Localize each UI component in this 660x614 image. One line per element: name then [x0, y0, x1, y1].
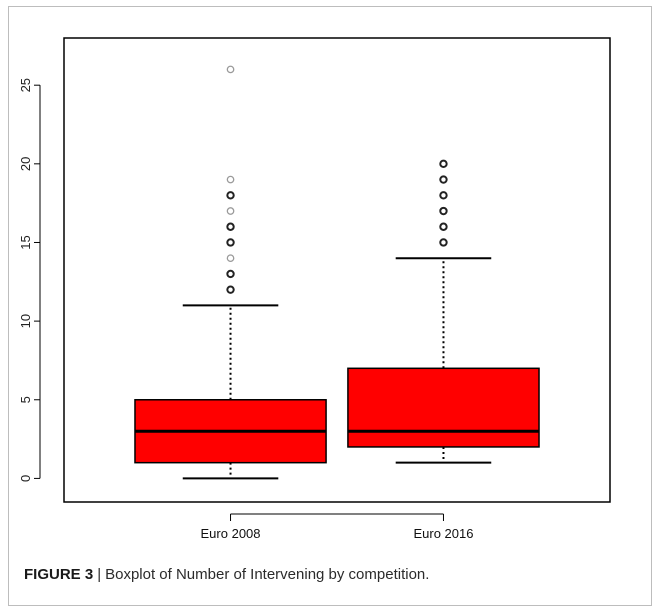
outlier-point: [226, 191, 235, 200]
outlier-point: [439, 159, 448, 169]
box-2: [347, 159, 540, 464]
plot-border: [63, 37, 611, 503]
caption-label: FIGURE 3: [24, 566, 94, 583]
outlier-point: [439, 238, 448, 247]
y-tick-label: 25: [18, 78, 33, 92]
boxplot-chart: 0 5 10 15 20 25 Euro 2008 Euro 2016: [18, 37, 611, 541]
outlier-point: [439, 206, 448, 216]
y-tick-label: 15: [18, 235, 33, 249]
boxes-group: [134, 65, 540, 480]
outlier-point: [226, 222, 235, 231]
outlier-point: [226, 254, 235, 263]
outlier-point: [226, 285, 235, 294]
iqr-box: [347, 367, 540, 448]
figure-frame: [8, 6, 652, 606]
outlier-point: [439, 222, 448, 231]
x-tick-label: Euro 2008: [201, 526, 261, 541]
y-tick-label: 20: [18, 157, 33, 171]
y-tick-label: 10: [18, 314, 33, 328]
box-1: [134, 65, 327, 480]
caption-separator: |: [97, 566, 102, 583]
outlier-point: [439, 191, 448, 200]
y-tick-label: 0: [18, 475, 33, 482]
y-tick-label: 5: [18, 396, 33, 403]
outlier-point: [226, 269, 235, 279]
x-tick-label: Euro 2016: [413, 526, 473, 541]
outlier-point: [439, 175, 448, 184]
outlier-point: [226, 238, 235, 247]
y-axis-ticks: 0 5 10 15 20 25: [18, 78, 40, 482]
caption-text: Boxplot of Number of Intervening by comp…: [105, 566, 430, 583]
outlier-point: [226, 207, 235, 215]
figure-caption: FIGURE 3 | Boxplot of Number of Intervenin…: [24, 566, 429, 583]
outlier-point: [226, 65, 235, 74]
x-axis-ticks: Euro 2008 Euro 2016: [201, 514, 473, 541]
outlier-point: [226, 175, 235, 184]
